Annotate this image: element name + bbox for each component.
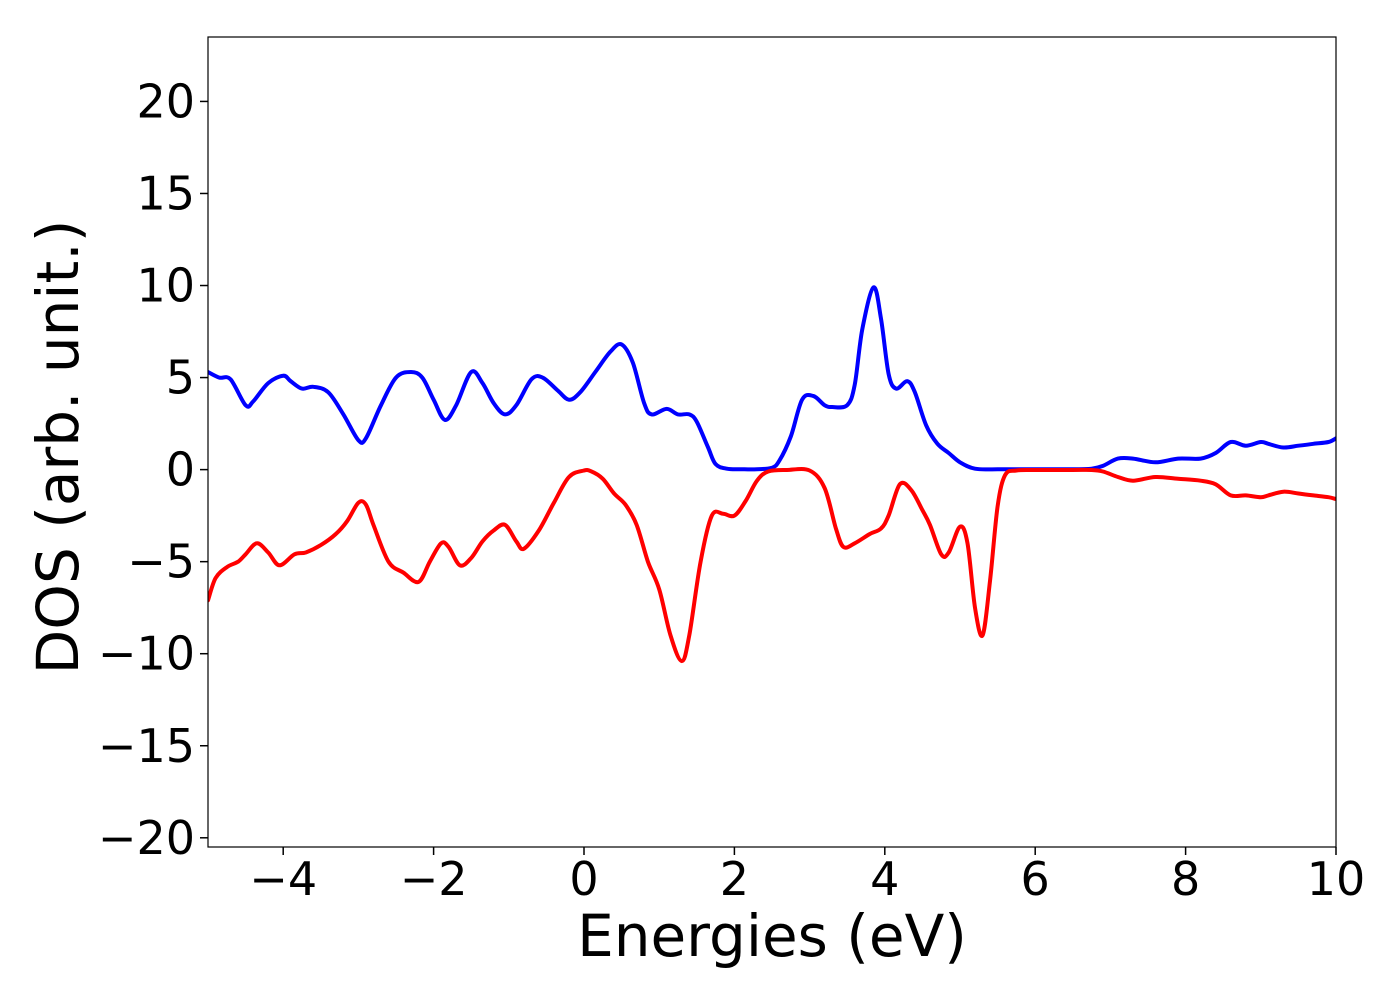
x-tick-label: 2 xyxy=(720,852,749,906)
x-axis-label: Energies (eV) xyxy=(577,902,967,970)
x-tick-label: 10 xyxy=(1307,852,1366,906)
x-tick-label: −4 xyxy=(249,852,317,906)
y-tick-label: 10 xyxy=(136,259,195,313)
y-axis: −20 −15 −10 −5 0 5 10 15 20 xyxy=(98,74,208,865)
x-tick-label: −2 xyxy=(400,852,468,906)
y-axis-label: DOS (arb. unit.) xyxy=(24,220,92,675)
series-line-1 xyxy=(208,285,1336,472)
x-axis: −4 −2 0 2 4 6 8 10 xyxy=(249,847,1365,906)
y-tick-label: −20 xyxy=(98,811,195,865)
y-tick-label: 15 xyxy=(136,166,195,220)
x-tick-label: 8 xyxy=(1171,852,1200,906)
series-line-2 xyxy=(208,466,1336,664)
x-tick-label: 6 xyxy=(1021,852,1050,906)
series-layer xyxy=(208,285,1336,664)
x-tick-label: 4 xyxy=(870,852,899,906)
y-tick-label: −5 xyxy=(127,535,195,589)
y-tick-label: −15 xyxy=(98,719,195,773)
y-tick-label: 0 xyxy=(166,443,195,497)
y-tick-label: −10 xyxy=(98,627,195,681)
x-tick-label: 0 xyxy=(569,852,598,906)
plot-frame xyxy=(207,36,1337,848)
y-tick-label: 20 xyxy=(136,74,195,128)
y-tick-label: 5 xyxy=(166,351,195,405)
